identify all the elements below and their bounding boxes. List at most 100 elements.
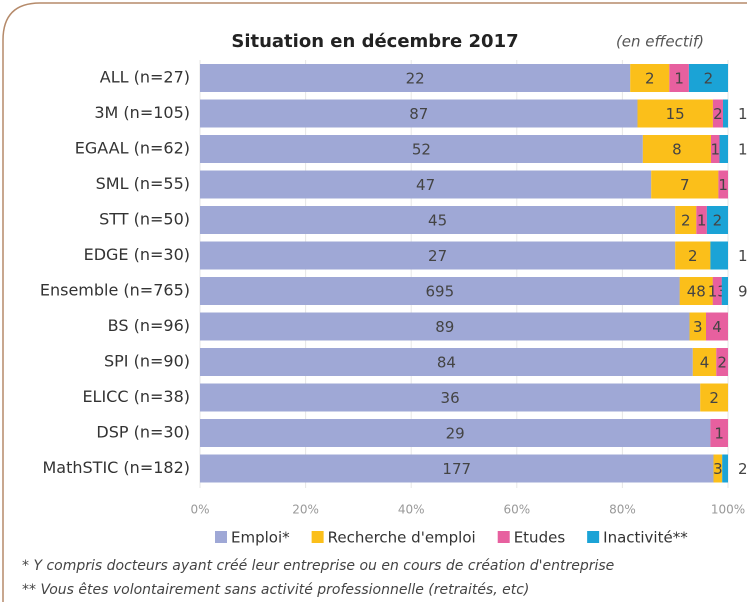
bar-segment	[200, 135, 643, 163]
bar-segment	[651, 170, 719, 199]
value-label: 89	[435, 318, 454, 336]
bar-segment	[706, 312, 728, 341]
bar-segment	[712, 99, 723, 128]
value-label: 27	[428, 247, 447, 265]
bar-segment	[719, 135, 728, 163]
value-label: 2	[709, 389, 719, 407]
value-label: 2	[681, 212, 691, 230]
value-label: 45	[428, 212, 447, 230]
x-tick-label: 20%	[292, 503, 319, 517]
y-tick-label: ALL (n=27)	[100, 68, 190, 87]
value-label: 2	[738, 460, 747, 478]
bar-segment	[713, 454, 723, 483]
legend-label: Inactivité**	[603, 529, 688, 547]
value-label: 84	[437, 354, 456, 372]
value-label: 2	[713, 105, 723, 123]
legend-swatch	[497, 531, 510, 543]
value-label: 177	[442, 460, 471, 478]
bar-segment	[200, 99, 638, 128]
x-tick-label: 60%	[503, 503, 530, 517]
footnote: * Y compris docteurs ayant créé leur ent…	[22, 558, 614, 574]
value-label: 2	[645, 70, 655, 88]
value-label: 7	[680, 176, 690, 194]
bar-segment	[200, 170, 652, 199]
bar-segment	[200, 454, 714, 483]
value-label: 4	[712, 318, 722, 336]
bar-segment	[722, 99, 728, 128]
legend-label: Etudes	[514, 529, 566, 547]
bar-segment	[200, 419, 711, 447]
value-label: 9	[738, 283, 747, 301]
legend-swatch	[215, 531, 227, 543]
y-tick-label: Ensemble (n=765)	[40, 281, 190, 300]
y-tick-label: SPI (n=90)	[104, 352, 190, 371]
bar-segment	[689, 312, 706, 341]
value-label: 1	[738, 247, 747, 265]
bar-segment	[712, 277, 722, 305]
bar-segment	[200, 312, 690, 341]
value-label: 3	[693, 318, 703, 336]
chart-subtitle: (en effectif)	[616, 33, 704, 51]
bar-segment	[642, 135, 711, 163]
value-label: 2	[713, 212, 723, 230]
value-label: 1	[738, 105, 747, 123]
value-label: 695	[426, 283, 455, 301]
bar-segment	[675, 241, 711, 270]
value-label: 36	[441, 389, 460, 407]
value-label: 48	[687, 283, 706, 301]
x-tick-label: 100%	[711, 503, 745, 517]
bar-segment	[710, 135, 720, 163]
value-label: 1	[697, 212, 707, 230]
value-label: 2	[688, 247, 698, 265]
bar-segment	[718, 170, 728, 199]
bar-segment	[710, 241, 728, 270]
y-tick-label: BS (n=96)	[108, 316, 190, 335]
bar-segment	[200, 277, 680, 305]
value-label: 3	[713, 460, 723, 478]
footnote: ** Vous êtes volontairement sans activit…	[22, 582, 529, 598]
bar-segment	[692, 348, 717, 376]
chart-title: Situation en décembre 2017	[231, 31, 518, 52]
bar-segment	[200, 383, 701, 412]
value-label: 1	[718, 176, 728, 194]
bar-segment	[706, 206, 728, 234]
bar-segment	[637, 99, 713, 128]
value-label: 87	[409, 105, 428, 123]
bar-segment	[696, 206, 707, 234]
value-label: 52	[412, 141, 431, 159]
bar-segment	[200, 241, 676, 270]
bar-segment	[716, 348, 728, 376]
value-label: 1	[738, 141, 747, 159]
bar-segment	[630, 64, 670, 92]
value-label: 29	[446, 425, 465, 443]
bar-segment	[675, 206, 697, 234]
x-tick-label: 80%	[609, 503, 636, 517]
value-label: 47	[416, 176, 435, 194]
value-label: 8	[672, 141, 682, 159]
bar-segment	[669, 64, 689, 92]
value-label: 2	[717, 354, 727, 372]
value-label: 22	[406, 70, 425, 88]
value-label: 1	[674, 70, 684, 88]
bar-segment	[721, 277, 728, 305]
y-tick-label: EDGE (n=30)	[84, 245, 190, 264]
value-label: 15	[666, 105, 685, 123]
bar-segment	[722, 454, 728, 483]
y-tick-label: MathSTIC (n=182)	[43, 458, 191, 477]
value-label: 1	[710, 141, 720, 159]
bar-segment	[700, 383, 728, 412]
bar-segment	[688, 64, 728, 92]
x-tick-label: 0%	[190, 503, 209, 517]
y-tick-label: STT (n=50)	[99, 210, 190, 229]
value-label: 4	[700, 354, 710, 372]
legend-label: Emploi*	[231, 529, 290, 547]
legend-swatch	[587, 531, 600, 543]
bar-segment	[200, 348, 693, 376]
y-tick-label: ELICC (n=38)	[82, 387, 190, 406]
legend-swatch	[311, 531, 324, 543]
x-tick-label: 40%	[398, 503, 425, 517]
bar-segment	[710, 419, 728, 447]
bar-segment	[679, 277, 713, 305]
